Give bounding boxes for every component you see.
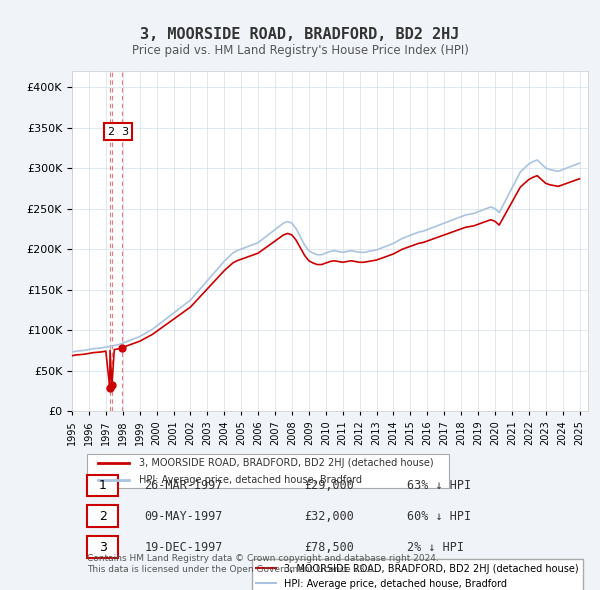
FancyBboxPatch shape <box>88 454 449 489</box>
Text: 2  3: 2 3 <box>107 127 128 136</box>
Text: Contains HM Land Registry data © Crown copyright and database right 2024.
This d: Contains HM Land Registry data © Crown c… <box>88 554 439 573</box>
Text: 3: 3 <box>99 541 107 554</box>
Text: 3, MOORSIDE ROAD, BRADFORD, BD2 2HJ: 3, MOORSIDE ROAD, BRADFORD, BD2 2HJ <box>140 27 460 41</box>
FancyBboxPatch shape <box>88 506 118 527</box>
Legend: 3, MOORSIDE ROAD, BRADFORD, BD2 2HJ (detached house), HPI: Average price, detach: 3, MOORSIDE ROAD, BRADFORD, BD2 2HJ (det… <box>251 559 583 590</box>
Text: 19-DEC-1997: 19-DEC-1997 <box>144 541 223 554</box>
FancyBboxPatch shape <box>88 474 118 496</box>
Text: £32,000: £32,000 <box>304 510 354 523</box>
Text: 1: 1 <box>99 479 107 492</box>
Text: 60% ↓ HPI: 60% ↓ HPI <box>407 510 472 523</box>
Text: 2: 2 <box>99 510 107 523</box>
Text: 2% ↓ HPI: 2% ↓ HPI <box>407 541 464 554</box>
Text: 3, MOORSIDE ROAD, BRADFORD, BD2 2HJ (detached house): 3, MOORSIDE ROAD, BRADFORD, BD2 2HJ (det… <box>139 458 434 468</box>
Text: 63% ↓ HPI: 63% ↓ HPI <box>407 479 472 492</box>
Text: HPI: Average price, detached house, Bradford: HPI: Average price, detached house, Brad… <box>139 475 362 485</box>
Text: £29,000: £29,000 <box>304 479 354 492</box>
Text: Price paid vs. HM Land Registry's House Price Index (HPI): Price paid vs. HM Land Registry's House … <box>131 44 469 57</box>
Text: 26-MAR-1997: 26-MAR-1997 <box>144 479 223 492</box>
FancyBboxPatch shape <box>88 536 118 558</box>
Text: 09-MAY-1997: 09-MAY-1997 <box>144 510 223 523</box>
Text: £78,500: £78,500 <box>304 541 354 554</box>
